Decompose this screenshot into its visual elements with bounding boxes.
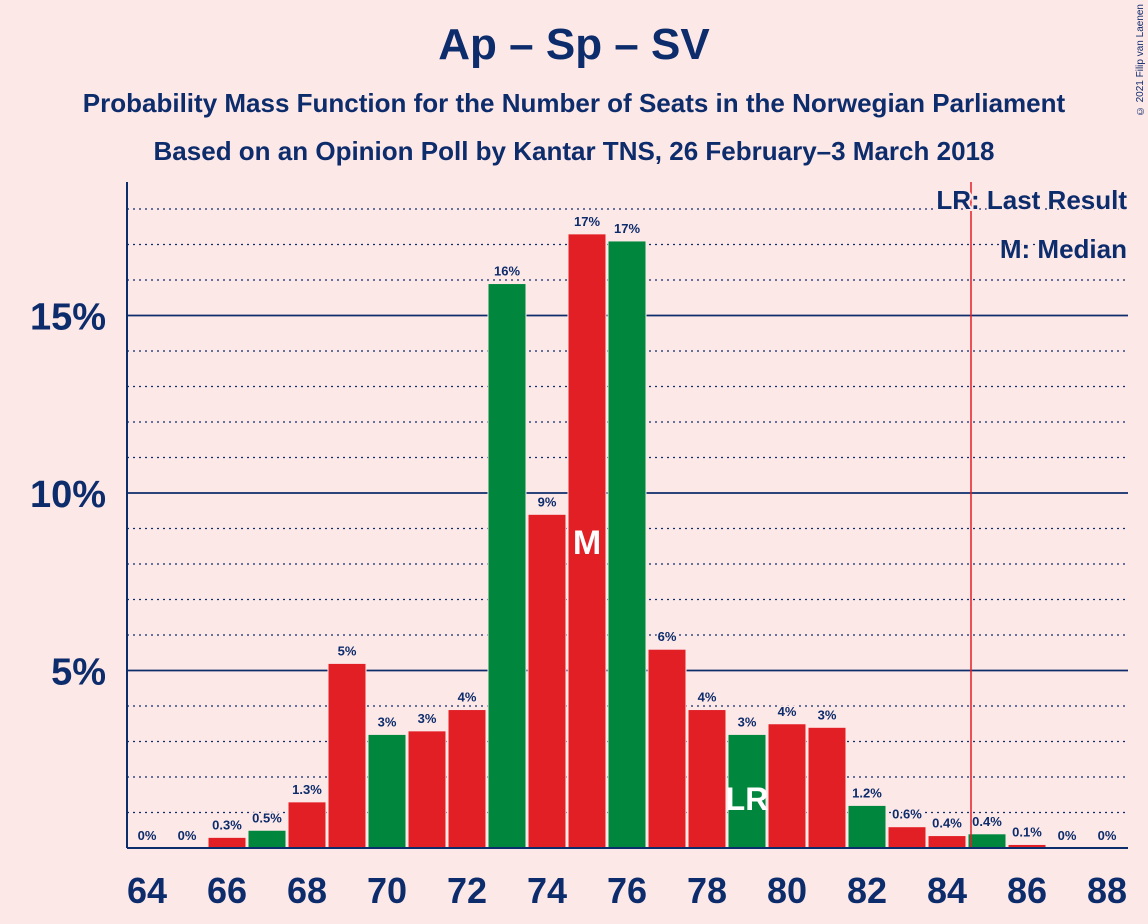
chart-title: Ap – Sp – SV bbox=[438, 20, 710, 69]
data-labels: 0% 0% 0.3% 0.5% 1.3% 5% 3% 3% 4% 16% 9% 17% 17% 6% 4% 3… bbox=[136, 212, 1118, 844]
data-label: 4% bbox=[698, 690, 717, 705]
x-tick-label: 88 bbox=[1087, 870, 1127, 911]
bar bbox=[567, 233, 607, 849]
data-label: 1.3% bbox=[292, 782, 322, 797]
data-label: 0.1% bbox=[1012, 824, 1042, 839]
x-tick-label: 66 bbox=[207, 870, 247, 911]
bar bbox=[487, 283, 527, 849]
data-label: 16% bbox=[494, 264, 520, 279]
x-tick-label: 76 bbox=[607, 870, 647, 911]
bar bbox=[927, 835, 967, 849]
bar bbox=[767, 723, 807, 849]
data-label: 0.5% bbox=[252, 810, 282, 825]
last-result-marker: LR bbox=[726, 781, 769, 817]
data-label: 17% bbox=[574, 214, 600, 229]
bar bbox=[207, 836, 247, 849]
bar bbox=[807, 726, 847, 849]
bar bbox=[607, 240, 647, 849]
data-label: 0% bbox=[178, 828, 197, 843]
bar bbox=[887, 826, 927, 849]
data-label: 0% bbox=[1058, 828, 1077, 843]
bar bbox=[287, 801, 327, 849]
y-tick-label: 15% bbox=[30, 297, 106, 339]
chart-source-line: Based on an Opinion Poll by Kantar TNS, … bbox=[153, 136, 995, 166]
x-tick-label: 64 bbox=[127, 870, 167, 911]
data-label: 17% bbox=[614, 221, 640, 236]
x-tick-label: 80 bbox=[767, 870, 807, 911]
bar bbox=[727, 733, 767, 849]
data-label: 4% bbox=[778, 704, 797, 719]
data-label: 0% bbox=[138, 828, 157, 843]
bar bbox=[367, 733, 407, 849]
bar bbox=[647, 648, 687, 849]
bar bbox=[327, 662, 367, 849]
data-label: 3% bbox=[738, 714, 757, 729]
data-label: 6% bbox=[658, 629, 677, 644]
legend-median: M: Median bbox=[1000, 234, 1127, 264]
chart-subtitle: Probability Mass Function for the Number… bbox=[82, 88, 1066, 118]
x-tick-label: 84 bbox=[927, 870, 967, 911]
bar bbox=[407, 730, 447, 849]
median-marker: M bbox=[573, 524, 601, 562]
legend-last-result: LR: Last Result bbox=[936, 185, 1127, 215]
x-tick-label: 70 bbox=[367, 870, 407, 911]
data-label: 4% bbox=[458, 690, 477, 705]
data-label: 9% bbox=[538, 494, 557, 509]
bars bbox=[207, 233, 1047, 849]
legend: LR: Last Result M: Median bbox=[934, 183, 1129, 266]
data-label: 0.4% bbox=[932, 816, 962, 831]
data-label: 0.6% bbox=[892, 807, 922, 822]
bar bbox=[247, 829, 287, 849]
x-tick-label: 74 bbox=[527, 870, 567, 911]
data-label: 5% bbox=[338, 643, 357, 658]
bar bbox=[847, 804, 887, 849]
bar bbox=[447, 709, 487, 849]
y-tick-label: 5% bbox=[51, 652, 106, 694]
data-label: 0.4% bbox=[972, 814, 1002, 829]
data-label: 0.3% bbox=[212, 817, 242, 832]
x-tick-label: 82 bbox=[847, 870, 887, 911]
data-label: 0% bbox=[1098, 828, 1117, 843]
bar bbox=[687, 709, 727, 849]
x-tick-label: 68 bbox=[287, 870, 327, 911]
x-tick-label: 86 bbox=[1007, 870, 1047, 911]
bar bbox=[527, 513, 567, 849]
data-label: 3% bbox=[818, 707, 837, 722]
data-label: 1.2% bbox=[852, 785, 882, 800]
x-tick-label: 72 bbox=[447, 870, 487, 911]
data-label: 3% bbox=[378, 714, 397, 729]
axes: 5% 10% 15% 64 66 68 70 72 74 76 78 80 82 84 86 88 bbox=[30, 182, 1128, 911]
bar bbox=[967, 833, 1007, 849]
x-tick-label: 78 bbox=[687, 870, 727, 911]
y-tick-label: 10% bbox=[30, 474, 106, 516]
data-label: 3% bbox=[418, 711, 437, 726]
